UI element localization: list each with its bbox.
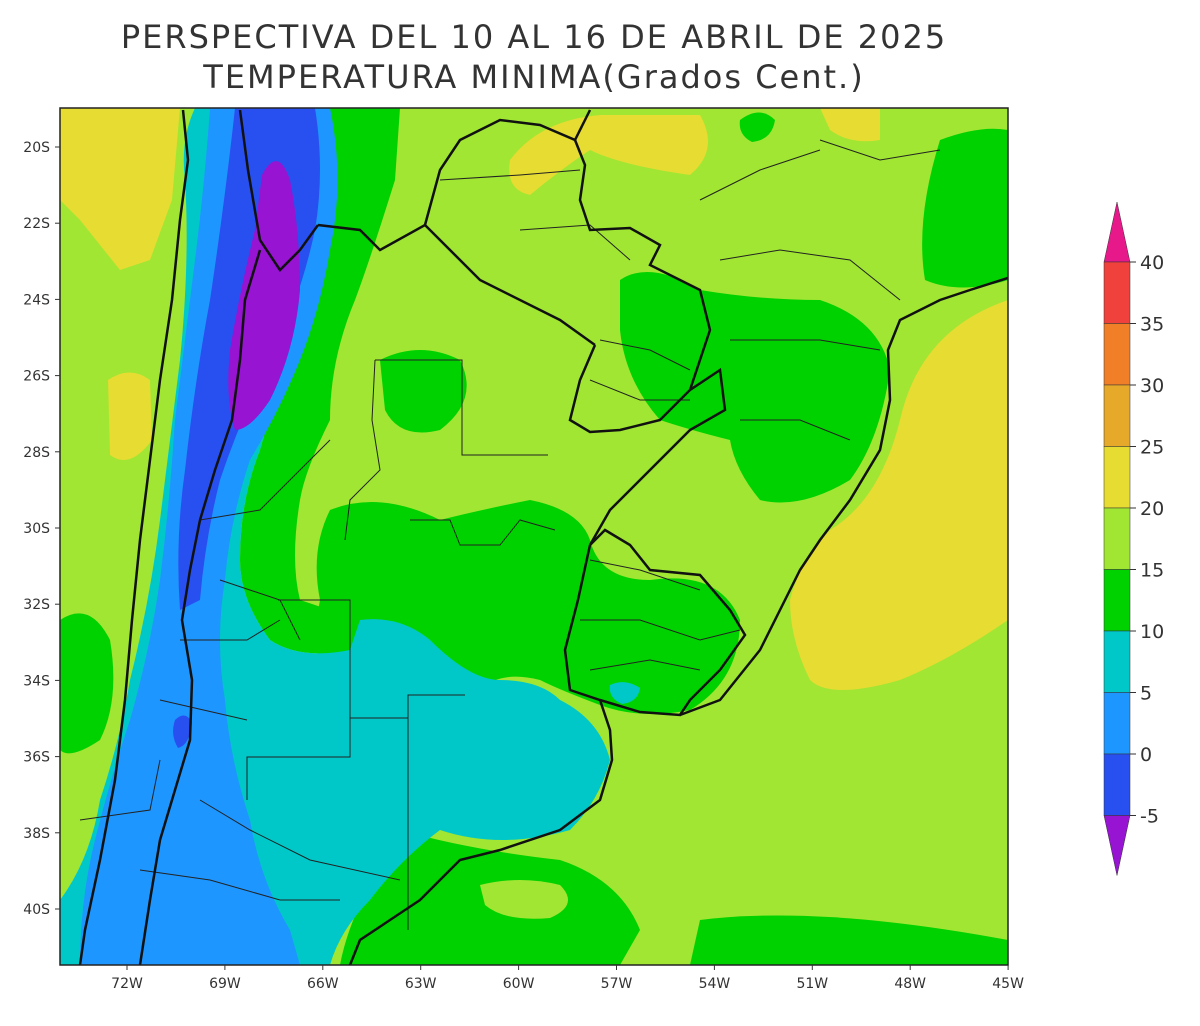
lat-label: 20S	[23, 140, 50, 156]
colorbar-segment	[1103, 384, 1131, 447]
lon-label: 60W	[503, 976, 535, 992]
latitude-axis: 20S 22S 24S 26S 28S 30S 32S 34S 36S 38S 40S	[23, 140, 60, 918]
field-10-15-se	[690, 915, 1008, 965]
lon-label: 45W	[992, 976, 1024, 992]
lon-label: 72W	[111, 976, 143, 992]
colorbar-segment	[1103, 692, 1131, 755]
colorbar-label: 25	[1140, 437, 1164, 459]
field-10-15-andes-east	[240, 108, 400, 654]
lon-label: 57W	[601, 976, 633, 992]
field-10-15-c	[620, 272, 890, 503]
colorbar-segment	[1103, 753, 1131, 816]
field-20-25-ne	[820, 108, 880, 142]
field-10-15-b	[922, 128, 1008, 288]
country-boundaries	[78, 109, 1008, 965]
colorbar-label: 5	[1140, 683, 1152, 705]
lon-label: 54W	[699, 976, 731, 992]
colorbar-label: 15	[1140, 560, 1164, 582]
colorbar-label: 40	[1140, 252, 1164, 274]
field-5-10-uy	[609, 682, 640, 704]
lon-label: 63W	[405, 976, 437, 992]
province-boundaries	[79, 139, 941, 930]
field-10-15-a	[739, 112, 775, 142]
colorbar-arrow-bottom	[1103, 815, 1131, 876]
colorbar-label: -5	[1140, 806, 1159, 828]
field-10-15-d	[380, 350, 467, 433]
lon-label: 69W	[209, 976, 241, 992]
field-10-15-coast	[60, 613, 114, 754]
colorbar-label: 35	[1140, 314, 1164, 336]
lon-label: 51W	[796, 976, 828, 992]
colorbar-label: 10	[1140, 621, 1164, 643]
lat-label: 40S	[23, 902, 50, 918]
lat-label: 34S	[23, 673, 50, 689]
lat-label: 36S	[23, 750, 50, 766]
lat-label: 30S	[23, 521, 50, 537]
lat-label: 26S	[23, 369, 50, 385]
lat-label: 24S	[23, 292, 50, 308]
colorbar-label: 30	[1140, 375, 1164, 397]
map-title-line2: TEMPERATURA MINIMA(Grados Cent.)	[203, 58, 865, 96]
colorbar-segment	[1103, 569, 1131, 632]
field-20-25-chile	[108, 372, 152, 460]
colorbar-segment	[1103, 446, 1131, 509]
longitude-axis: 72W 69W 66W 63W 60W 57W 54W 51W 48W 45W	[111, 965, 1024, 992]
field-20-25-nw	[60, 108, 180, 270]
lat-label: 28S	[23, 445, 50, 461]
lat-label: 38S	[23, 826, 50, 842]
colorbar-segment	[1103, 507, 1131, 570]
field-15-20-spot	[480, 880, 568, 919]
map-fields	[60, 108, 1008, 965]
field-20-25-north	[509, 115, 708, 195]
colorbar-label: 20	[1140, 498, 1164, 520]
field-20-25-atlantic	[790, 300, 1008, 690]
colorbar-segment	[1103, 261, 1131, 324]
field-m5-0-spot	[173, 715, 192, 748]
map-title-line1: PERSPECTIVA DEL 10 AL 16 DE ABRIL DE 202…	[120, 18, 948, 56]
colorbar-label: 0	[1140, 744, 1152, 766]
lon-label: 66W	[307, 976, 339, 992]
map-frame	[59, 107, 1009, 966]
colorbar-segment	[1103, 630, 1131, 693]
field-below-m5	[228, 161, 300, 430]
lon-label: 48W	[894, 976, 926, 992]
lat-label: 22S	[23, 216, 50, 232]
colorbar-segment	[1103, 323, 1131, 386]
colorbar-arrow-top	[1103, 201, 1131, 263]
colorbar: 40 35 30 25 20 15 10 5 0 -5	[1103, 201, 1164, 876]
lat-label: 32S	[23, 597, 50, 613]
